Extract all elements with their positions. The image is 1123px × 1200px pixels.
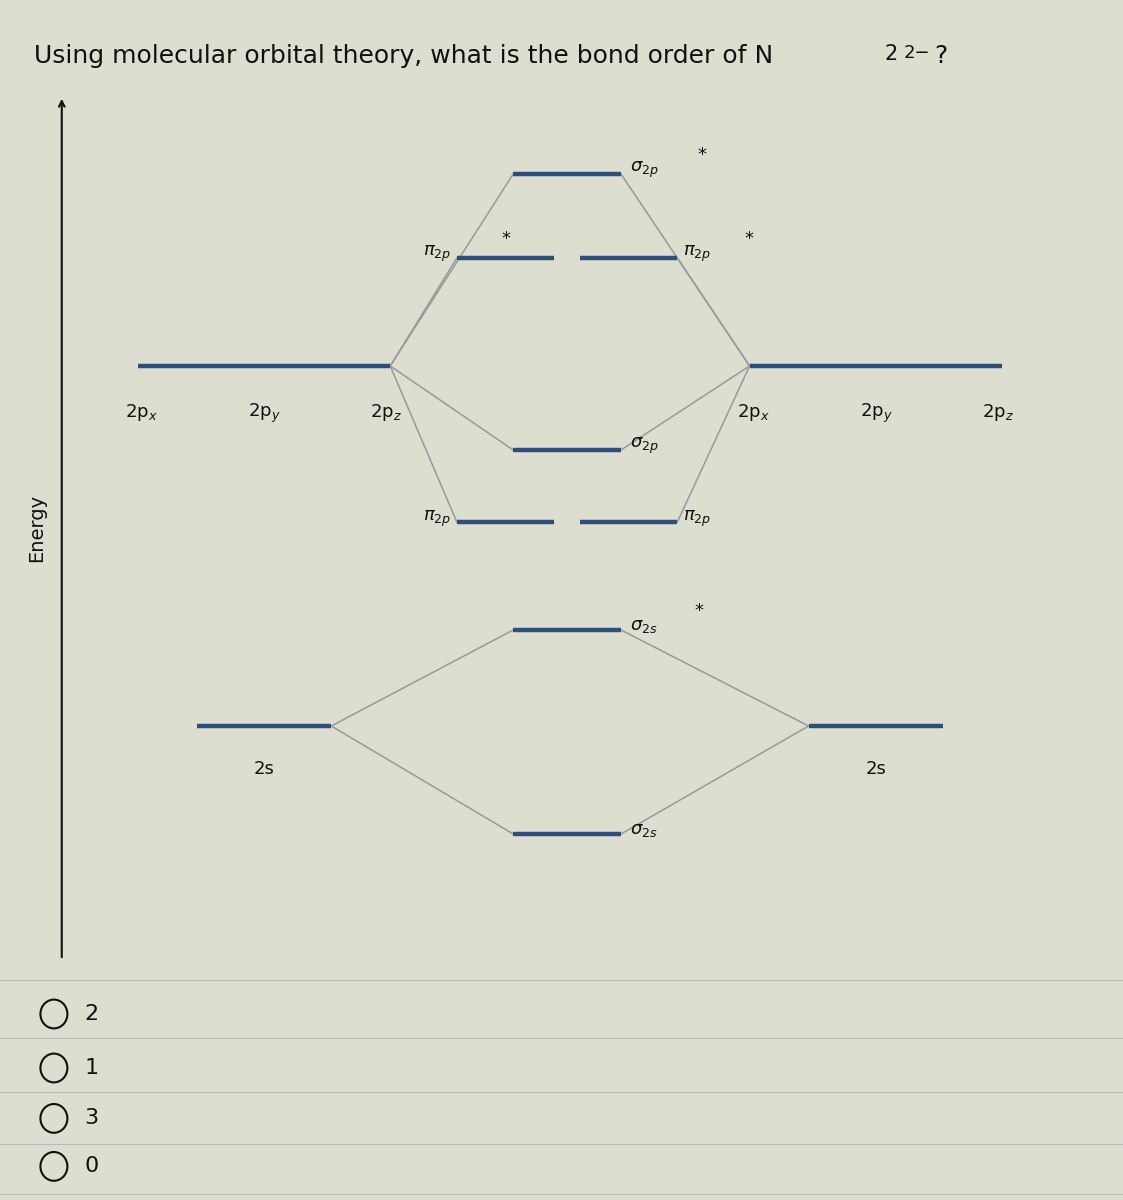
Text: $\pi_{2p}$: $\pi_{2p}$ xyxy=(423,245,451,264)
Text: 2p$_y$: 2p$_y$ xyxy=(247,402,281,425)
Text: $\sigma_{2p}$: $\sigma_{2p}$ xyxy=(630,161,659,180)
Text: 2p$_x$: 2p$_x$ xyxy=(126,402,158,424)
Text: Using molecular orbital theory, what is the bond order of N: Using molecular orbital theory, what is … xyxy=(34,44,773,68)
Text: 2: 2 xyxy=(885,44,898,65)
Text: 2s: 2s xyxy=(254,760,274,778)
Text: 2−: 2− xyxy=(904,44,931,62)
Text: *: * xyxy=(502,229,511,247)
Text: 1: 1 xyxy=(84,1058,99,1078)
Text: $\pi_{2p}$: $\pi_{2p}$ xyxy=(683,245,711,264)
Text: $\sigma_{2p}$: $\sigma_{2p}$ xyxy=(630,437,659,456)
Text: 2: 2 xyxy=(84,1004,99,1024)
Text: 2p$_z$: 2p$_z$ xyxy=(983,402,1014,424)
Text: $\pi_{2p}$: $\pi_{2p}$ xyxy=(423,509,451,528)
Text: 2p$_y$: 2p$_y$ xyxy=(859,402,893,425)
Text: $\sigma_{2s}$: $\sigma_{2s}$ xyxy=(630,821,658,840)
Text: 2p$_x$: 2p$_x$ xyxy=(738,402,770,424)
Text: 0: 0 xyxy=(84,1157,99,1176)
Text: 2p$_z$: 2p$_z$ xyxy=(371,402,402,424)
Text: ?: ? xyxy=(934,44,948,68)
Text: *: * xyxy=(694,601,703,619)
Text: *: * xyxy=(697,145,706,163)
Text: 3: 3 xyxy=(84,1109,99,1128)
Text: *: * xyxy=(745,229,754,247)
Text: $\sigma_{2s}$: $\sigma_{2s}$ xyxy=(630,617,658,636)
Text: 2s: 2s xyxy=(866,760,886,778)
Text: Energy: Energy xyxy=(28,494,46,562)
Text: $\pi_{2p}$: $\pi_{2p}$ xyxy=(683,509,711,528)
